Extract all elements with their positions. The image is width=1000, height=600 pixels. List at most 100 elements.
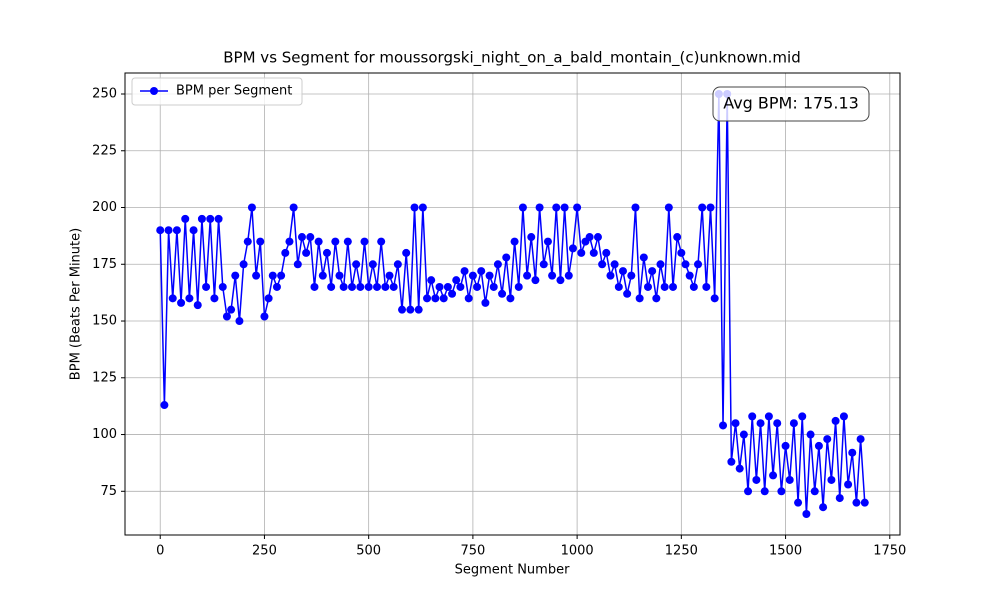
x-tick-label: 500 <box>356 544 381 559</box>
point <box>239 260 248 269</box>
point <box>606 271 615 280</box>
point <box>435 282 444 291</box>
point <box>343 237 352 246</box>
point <box>256 237 265 246</box>
x-tick-label: 1750 <box>873 544 906 559</box>
point <box>685 271 694 280</box>
x-tick-label: 1500 <box>769 544 802 559</box>
point <box>377 237 386 246</box>
point <box>231 271 240 280</box>
point <box>281 248 290 257</box>
point <box>218 282 227 291</box>
x-tick-label: 750 <box>460 544 485 559</box>
point <box>227 305 236 314</box>
y-axis-label: BPM (Beats Per Minute) <box>69 228 84 380</box>
point <box>418 203 427 212</box>
point <box>823 435 832 444</box>
point <box>210 294 219 303</box>
point <box>310 282 319 291</box>
point <box>602 248 611 257</box>
point <box>389 282 398 291</box>
point <box>164 226 173 235</box>
annotation-box <box>712 86 870 122</box>
point <box>168 294 177 303</box>
point <box>398 305 407 314</box>
point <box>235 317 244 326</box>
point <box>222 312 231 321</box>
y-tick-label: 75 <box>100 484 117 499</box>
point <box>744 487 753 496</box>
point <box>831 416 840 425</box>
point <box>285 237 294 246</box>
point <box>806 430 815 439</box>
point <box>839 412 848 421</box>
point <box>719 421 728 430</box>
point <box>785 475 794 484</box>
point <box>306 233 315 242</box>
point <box>172 226 181 235</box>
point <box>502 253 511 262</box>
x-axis-label: Segment Number <box>455 563 571 578</box>
point <box>277 271 286 280</box>
point <box>339 282 348 291</box>
point <box>356 282 365 291</box>
legend-label: BPM per Segment <box>176 84 292 99</box>
point <box>781 441 790 450</box>
point <box>364 282 373 291</box>
point <box>327 282 336 291</box>
point <box>322 248 331 257</box>
point <box>360 237 369 246</box>
point <box>185 294 194 303</box>
point <box>585 233 594 242</box>
point <box>197 214 206 223</box>
point <box>631 203 640 212</box>
point <box>485 271 494 280</box>
point <box>506 294 515 303</box>
point <box>272 282 281 291</box>
point <box>385 271 394 280</box>
point <box>414 305 423 314</box>
x-tick-label: 0 <box>156 544 164 559</box>
point <box>452 276 461 285</box>
point <box>643 282 652 291</box>
point <box>468 271 477 280</box>
point <box>635 294 644 303</box>
point <box>206 214 215 223</box>
legend-box <box>131 77 303 106</box>
point <box>243 237 252 246</box>
plot-frame <box>124 72 901 536</box>
point <box>610 260 619 269</box>
y-tick-label: 225 <box>92 143 117 158</box>
point <box>810 487 819 496</box>
point <box>448 289 457 298</box>
point <box>727 457 736 466</box>
point <box>189 226 198 235</box>
point <box>669 282 678 291</box>
point <box>694 260 703 269</box>
point <box>531 276 540 285</box>
point <box>648 267 657 276</box>
point <box>589 248 598 257</box>
point <box>318 271 327 280</box>
point <box>264 294 273 303</box>
point <box>623 289 632 298</box>
chart-title: BPM vs Segment for moussorgski_night_on_… <box>223 49 800 68</box>
point <box>664 203 673 212</box>
point <box>660 282 669 291</box>
point <box>518 203 527 212</box>
point <box>844 480 853 489</box>
point <box>335 271 344 280</box>
point <box>523 271 532 280</box>
point <box>564 271 573 280</box>
point <box>535 203 544 212</box>
point <box>681 260 690 269</box>
legend-marker <box>150 87 158 95</box>
point <box>794 498 803 507</box>
point <box>773 419 782 428</box>
point <box>498 289 507 298</box>
x-tick-label: 250 <box>252 544 277 559</box>
point <box>560 203 569 212</box>
point <box>456 282 465 291</box>
point <box>252 271 261 280</box>
point <box>593 233 602 242</box>
